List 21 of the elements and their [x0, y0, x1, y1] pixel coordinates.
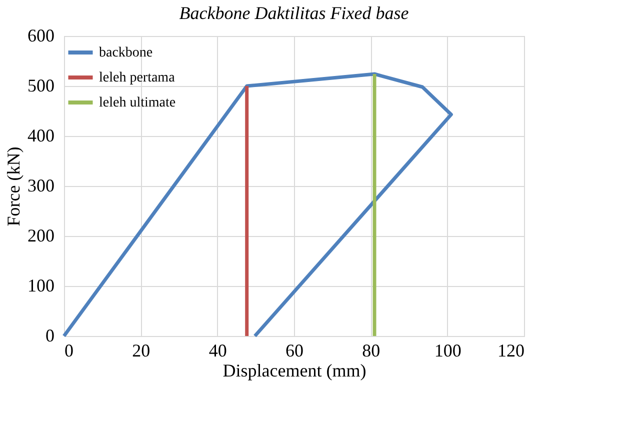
legend-label: leleh ultimate [99, 96, 176, 110]
y-tick-label: 200 [28, 226, 54, 246]
y-tick-label: 600 [28, 26, 54, 46]
x-tick-label: 20 [132, 340, 150, 360]
y-axis-title: Force (kN) [4, 146, 24, 226]
x-tick-label: 40 [208, 340, 227, 360]
legend-label: backbone [99, 46, 153, 60]
chart-title: Backbone Daktilitas Fixed base [179, 3, 409, 23]
x-tick-label: 0 [64, 340, 74, 360]
x-tick-label: 100 [434, 340, 462, 360]
y-tick-label: 400 [28, 126, 54, 146]
y-tick-label: 100 [28, 276, 54, 296]
legend-label: leleh pertama [99, 70, 176, 86]
x-tick-label: 80 [362, 340, 380, 360]
line-series [62, 72, 453, 338]
x-tick-label: 60 [286, 340, 304, 360]
x-tick-label: 120 [498, 340, 524, 360]
y-tick-label: 500 [28, 76, 54, 96]
y-tick-label: 0 [46, 326, 54, 346]
x-axis-title: Displacement (mm) [222, 360, 366, 380]
y-tick-label: 300 [28, 176, 54, 196]
